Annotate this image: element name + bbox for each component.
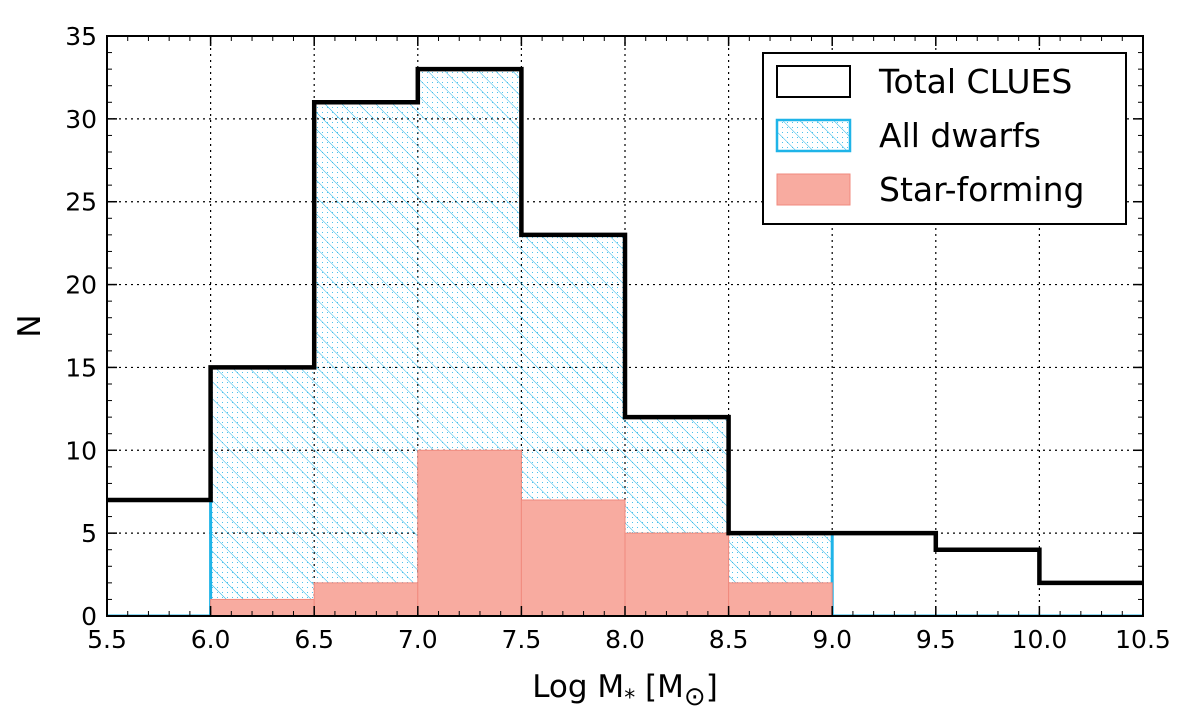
- y-tick-label: 10: [65, 436, 97, 465]
- x-tick-label: 7.5: [502, 625, 542, 654]
- x-tick-label: 6.0: [191, 625, 231, 654]
- all-dwarfs-bar: [314, 102, 418, 616]
- star-forming-bar: [210, 598, 315, 616]
- tick-labels: 5.5 6.0 6.5 7.0 7.5 8.0 8.5 9.0 9.5 10.0 10.5 0 5 10 1…: [65, 22, 1171, 654]
- x-tick-label: 8.0: [605, 625, 645, 654]
- star-forming-bar: [313, 582, 419, 616]
- y-tick-label: 35: [65, 22, 97, 51]
- legend-label-total-clues: Total CLUES: [878, 62, 1072, 101]
- x-tick-label: 6.5: [294, 625, 334, 654]
- x-tick-label: 5.5: [87, 625, 127, 654]
- y-tick-label: 25: [65, 188, 97, 217]
- x-tick-label: 8.5: [709, 625, 749, 654]
- x-tick-label: 10.5: [1115, 625, 1171, 654]
- x-tick-label: 10.0: [1012, 625, 1068, 654]
- y-tick-label: 0: [81, 602, 97, 631]
- y-tick-label: 20: [65, 271, 97, 300]
- x-axis-label: Log M* [M⊙]: [532, 669, 718, 712]
- star-forming-bar: [728, 582, 833, 616]
- star-forming-bar: [417, 449, 522, 616]
- star-forming-bar: [520, 499, 626, 616]
- legend: Total CLUES All dwarfs Star-forming: [762, 52, 1127, 225]
- legend-label-all-dwarfs: All dwarfs: [879, 116, 1041, 155]
- x-tick-label: 7.0: [398, 625, 438, 654]
- star-forming-bar: [624, 532, 730, 616]
- legend-swatch-all-dwarfs-outline: [775, 118, 852, 153]
- legend-label-star-forming: Star-forming: [879, 170, 1084, 209]
- y-axis-label: N: [12, 314, 48, 337]
- y-tick-label: 30: [65, 105, 97, 134]
- histogram-bars: [107, 66, 1143, 616]
- plot-frame: [106, 35, 1144, 617]
- y-tick-label: 5: [81, 519, 97, 548]
- x-tick-label: 9.0: [812, 625, 852, 654]
- y-tick-label: 15: [65, 353, 97, 382]
- legend-swatch-star-forming: [776, 173, 851, 206]
- all-dwarfs-bar: [210, 367, 315, 616]
- x-tick-label: 9.5: [916, 625, 956, 654]
- total-clues-outline: [107, 66, 1143, 586]
- legend-swatch-total-clues: [776, 65, 851, 98]
